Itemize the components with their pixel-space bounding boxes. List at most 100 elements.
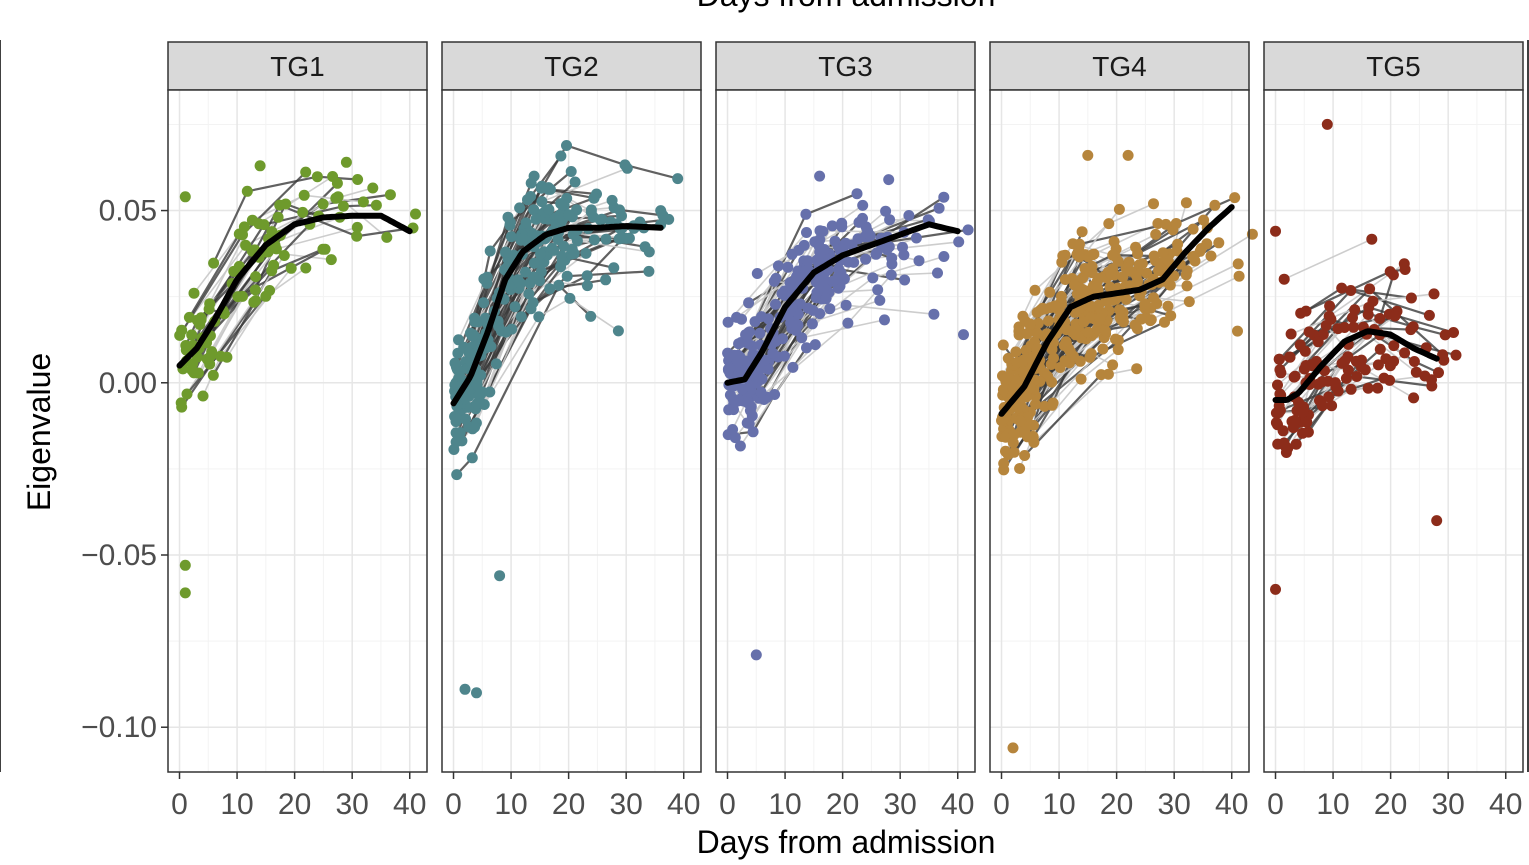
data-point — [791, 271, 802, 283]
x-tick-label: 20 — [552, 788, 585, 821]
data-point — [528, 257, 540, 269]
data-point — [454, 371, 466, 383]
data-point — [938, 191, 950, 203]
data-point — [451, 469, 463, 481]
data-point — [1017, 354, 1029, 366]
data-point — [1351, 371, 1363, 382]
data-point — [723, 404, 735, 416]
trend-line — [998, 204, 1235, 417]
data-point — [1201, 238, 1213, 250]
data-point — [1273, 353, 1285, 365]
data-point — [1273, 407, 1285, 419]
data-point — [1013, 329, 1025, 341]
data-point — [325, 254, 337, 266]
data-point — [1323, 391, 1335, 403]
data-point — [1130, 241, 1142, 253]
data-point — [1097, 343, 1109, 355]
data-point — [569, 176, 581, 188]
data-point — [806, 318, 818, 330]
data-point — [884, 214, 896, 226]
data-point — [811, 287, 823, 298]
data-point — [1082, 149, 1094, 161]
data-point — [331, 177, 343, 189]
data-point — [1117, 316, 1129, 328]
data-point — [1399, 264, 1411, 275]
data-point — [528, 170, 540, 182]
data-point — [614, 204, 625, 216]
data-point — [1324, 300, 1336, 312]
data-point — [203, 303, 215, 315]
subject-trajectory — [727, 231, 808, 323]
data-point — [1073, 251, 1085, 263]
data-point — [782, 261, 794, 273]
subject-trajectory — [212, 300, 257, 376]
data-point — [175, 397, 187, 409]
data-point — [857, 199, 869, 211]
trend-line — [176, 212, 413, 369]
data-point — [1316, 376, 1328, 388]
data-point — [471, 379, 483, 391]
data-point — [722, 316, 734, 328]
data-point — [1008, 429, 1020, 441]
data-point — [842, 317, 854, 329]
data-point — [1059, 355, 1071, 367]
data-point — [997, 339, 1009, 351]
data-point — [1092, 282, 1104, 294]
data-point — [621, 162, 633, 174]
data-point — [1079, 263, 1091, 274]
data-point — [208, 257, 220, 269]
data-point — [754, 327, 766, 339]
panel-tg1: TG1 0 10 20 30 40 — [167, 41, 428, 821]
data-point — [504, 216, 516, 228]
data-point — [528, 204, 540, 216]
data-point — [807, 304, 819, 316]
data-point — [410, 208, 421, 220]
data-point — [581, 270, 593, 282]
data-point — [523, 288, 535, 300]
x-tick-label: 10 — [768, 788, 801, 821]
data-point — [998, 458, 1010, 469]
data-point — [886, 258, 898, 270]
data-point — [913, 255, 925, 267]
data-point — [1389, 310, 1401, 322]
data-point — [1374, 313, 1386, 324]
facet-strip — [989, 41, 1250, 91]
data-point — [1122, 149, 1134, 161]
data-point — [932, 267, 943, 279]
x-tick-label: 40 — [1489, 788, 1522, 821]
data-point — [1044, 286, 1056, 298]
y-axis: 0.05 0.00 −0.05 −0.10 — [81, 195, 168, 744]
data-point — [643, 265, 655, 277]
x-tick-label: 30 — [883, 788, 916, 821]
facet-strip — [715, 41, 976, 91]
data-point — [1014, 463, 1026, 474]
x-tick-label: 40 — [941, 788, 974, 821]
data-point — [910, 232, 922, 244]
data-point — [814, 170, 826, 182]
data-point — [860, 253, 872, 265]
data-point — [1084, 351, 1096, 363]
data-point — [743, 297, 755, 309]
data-point — [1162, 300, 1174, 312]
data-point — [337, 200, 349, 212]
data-point — [1408, 356, 1420, 367]
data-point — [1359, 364, 1371, 376]
data-point — [1408, 392, 1420, 404]
data-point — [879, 314, 890, 326]
data-point — [1032, 317, 1044, 329]
data-point — [237, 290, 248, 302]
data-point — [450, 427, 462, 439]
data-point — [588, 234, 600, 246]
data-point — [278, 250, 290, 261]
data-point — [848, 256, 860, 268]
data-point — [1405, 292, 1417, 304]
data-point — [1290, 438, 1302, 450]
data-point — [340, 156, 352, 168]
data-point — [258, 219, 270, 231]
data-point — [536, 196, 548, 208]
data-point — [585, 310, 597, 322]
data-point — [798, 239, 810, 251]
data-point — [530, 213, 542, 225]
data-point — [561, 140, 572, 151]
data-point — [452, 413, 463, 425]
